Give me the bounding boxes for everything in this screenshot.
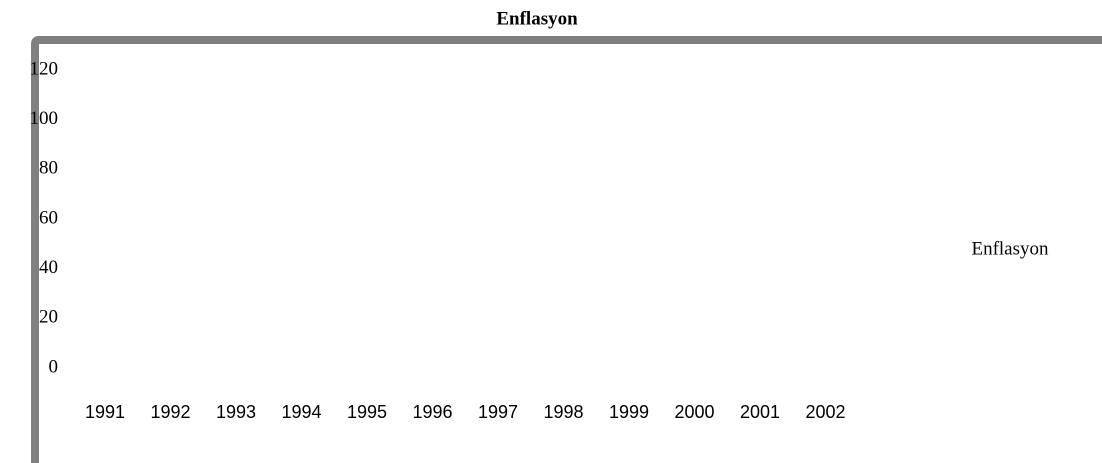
y-tick-label: 20 [39,307,58,328]
x-tick-label: 1995 [347,402,387,422]
x-tick-label: 2002 [805,402,845,422]
x-tick-label: 2001 [740,402,780,422]
y-tick-label: 40 [39,257,58,278]
x-tick-label: 1997 [478,402,518,422]
y-tick-label: 100 [30,108,59,129]
x-tick-label: 1991 [85,402,125,422]
plot-frame [31,36,1102,463]
x-tick-label: 1992 [150,402,190,422]
x-tick-label: 2000 [674,402,714,422]
x-tick-label: 1993 [216,402,256,422]
x-tick-label: 1999 [609,402,649,422]
legend-label: Enflasyon [971,238,1049,259]
x-tick-label: 1998 [543,402,583,422]
chart-title: Enflasyon [496,8,578,29]
y-tick-label: 0 [49,356,59,377]
y-tick-label: 80 [39,158,58,179]
x-tick-label: 1996 [412,402,452,422]
x-tick-label: 1994 [281,402,321,422]
y-tick-label: 60 [39,207,58,228]
y-tick-label: 120 [30,58,59,79]
